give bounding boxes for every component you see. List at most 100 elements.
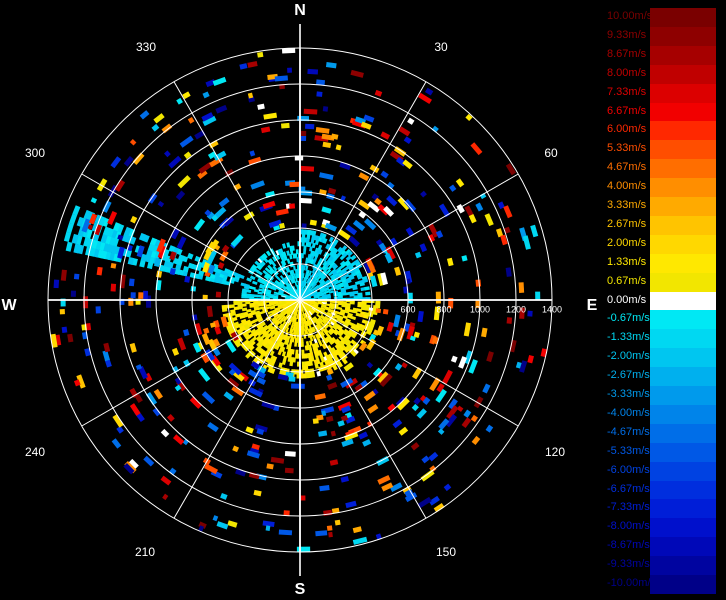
echo-cell [339, 161, 351, 171]
echo-cell [217, 261, 225, 270]
echo-cell [343, 321, 350, 327]
echo-cell [473, 396, 484, 409]
echo-cell [374, 197, 382, 206]
echo-cell [320, 330, 325, 337]
legend-label: 9.33m/s [607, 28, 647, 41]
echo-cell [328, 339, 334, 346]
echo-cell [325, 268, 332, 275]
echo-cell [341, 304, 347, 308]
echo-cell [248, 387, 263, 398]
bearing-spoke [299, 299, 427, 519]
echo-cell [365, 291, 371, 296]
echo-cell [359, 282, 366, 287]
echo-cell [318, 257, 323, 264]
echo-cell [366, 259, 377, 274]
echo-cell [250, 180, 265, 190]
echo-cell [83, 209, 92, 221]
echo-cell [163, 260, 171, 268]
echo-cell [278, 529, 293, 536]
echo-cell [207, 151, 217, 160]
echo-cell [235, 468, 247, 477]
echo-cell [147, 261, 154, 270]
echo-cell [303, 108, 318, 115]
echo-cell [406, 325, 415, 340]
echo-cell [286, 242, 291, 248]
echo-cell [404, 198, 417, 213]
echo-cell [309, 219, 317, 226]
echo-cell [153, 257, 161, 268]
echo-cell [504, 226, 511, 234]
echo-cell [288, 253, 293, 260]
echo-cell [102, 350, 110, 362]
echo-cell [103, 342, 111, 353]
echo-cell [138, 292, 144, 299]
echo-cell [147, 243, 155, 252]
echo-cell [128, 278, 135, 287]
legend-swatch [650, 348, 716, 368]
echo-cell [168, 155, 182, 169]
echo-cell [387, 403, 396, 412]
legend-row: -3.33m/s [600, 386, 720, 405]
echo-cell [254, 424, 268, 433]
echo-cell [260, 254, 267, 261]
echo-cell [265, 357, 272, 364]
echo-cell [363, 390, 376, 402]
echo-cell [145, 391, 158, 406]
echo-cell [303, 245, 307, 251]
legend-label: -9.33m/s [607, 558, 650, 571]
echo-cell [332, 364, 338, 371]
echo-cell [402, 159, 413, 170]
echo-cell [224, 168, 235, 177]
echo-cell [344, 377, 358, 389]
echo-cell [411, 367, 423, 380]
echo-cell [437, 428, 445, 435]
echo-cell [337, 420, 345, 427]
echo-cell [102, 226, 111, 236]
echo-cell [424, 87, 434, 96]
echo-cell [418, 92, 432, 104]
echo-cell [261, 330, 268, 336]
echo-cell [456, 203, 465, 214]
echo-cell [313, 303, 319, 307]
echo-cell [192, 342, 202, 353]
echo-cell [405, 227, 415, 237]
echo-cell [345, 261, 352, 268]
echo-cell [358, 199, 371, 210]
echo-cell [306, 300, 312, 303]
echo-cell [324, 222, 337, 232]
echo-cell [202, 294, 208, 300]
echo-cell [190, 286, 197, 292]
echo-cell [327, 329, 333, 336]
legend-row: 4.00m/s [600, 178, 720, 198]
echo-cell [340, 377, 354, 388]
echo-cell [398, 426, 409, 436]
echo-cell [242, 330, 249, 337]
echo-cell [301, 241, 305, 247]
echo-cell [329, 338, 336, 344]
echo-cell [93, 224, 103, 236]
echo-cell [341, 292, 347, 296]
echo-cell [262, 253, 268, 259]
echo-cell [277, 349, 283, 356]
legend-label: -6.67m/s [607, 482, 650, 495]
legend-row: -6.67m/s [600, 480, 720, 500]
echo-cell [250, 265, 257, 272]
echo-cell [294, 341, 298, 347]
echo-cell [224, 268, 231, 274]
echo-cell [333, 239, 339, 246]
echo-cell [248, 345, 255, 351]
echo-cell [124, 226, 132, 236]
echo-cell [223, 216, 235, 227]
legend-label: -0.67m/s [607, 312, 650, 325]
echo-cell [422, 396, 431, 405]
echo-cell [83, 237, 91, 247]
echo-cell [177, 175, 191, 189]
echo-cell [212, 515, 219, 522]
echo-cell [267, 324, 273, 330]
echo-cell [114, 179, 126, 192]
echo-cell [463, 409, 472, 418]
echo-cell [300, 317, 304, 324]
echo-cell [393, 314, 401, 328]
echo-cell [389, 237, 398, 247]
echo-cell [482, 383, 491, 394]
